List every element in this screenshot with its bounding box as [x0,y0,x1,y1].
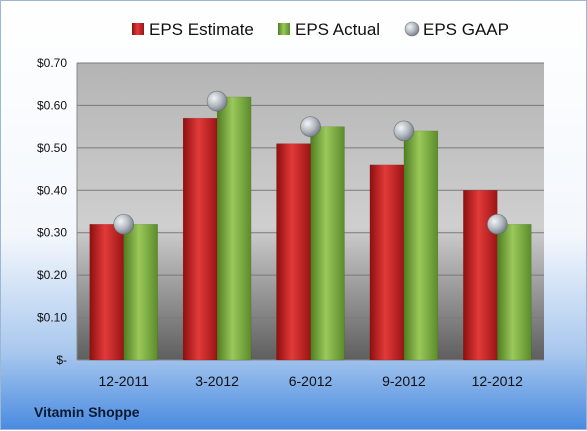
legend-swatch-eps-estimate [132,23,144,35]
y-tick-label: $0.30 [37,226,67,240]
legend-label-eps-estimate: EPS Estimate [149,20,254,39]
marker-eps-gaap [486,213,508,235]
bar-eps-estimate [369,164,405,361]
legend-label-eps-actual: EPS Actual [295,20,380,39]
bar-eps-actual [216,96,252,361]
x-tick-label: 12-2011 [99,373,150,389]
x-tick-label: 6-2012 [289,373,333,389]
y-tick-label: $0.50 [37,141,67,155]
x-tick-label: 3-2012 [195,373,239,389]
legend-swatch-eps-actual [278,23,290,35]
marker-eps-gaap [206,90,228,112]
y-tick-label: $0.10 [37,311,67,325]
y-tick-label: $0.70 [37,56,67,70]
y-tick-label: $0.40 [37,183,67,197]
marker-eps-gaap [300,116,321,138]
bar-eps-actual [497,223,532,361]
footer-label: Vitamin Shoppe [34,404,140,420]
bar-eps-estimate [182,117,218,361]
plot-area: $- $0.10 $0.20 $0.30 $0.40 $0.50 $0.60 $0.70 12-… [37,56,544,389]
legend-label-eps-gaap: EPS GAAP [423,20,509,39]
legend-swatch-eps-gaap [404,21,420,37]
y-tick-label: $0.60 [37,98,67,112]
bar-eps-actual [123,223,158,361]
bar-eps-estimate [276,143,311,361]
bar-eps-actual [310,126,345,361]
chart-legend: EPS Estimate EPS Actual EPS GAAP [132,20,509,39]
y-tick-label: $0.20 [37,268,67,282]
marker-eps-gaap [393,120,415,142]
x-tick-label: 9-2012 [382,373,426,389]
y-tick-label: $- [56,353,67,367]
bar-eps-actual [403,130,439,361]
bar-eps-estimate [89,223,124,361]
marker-eps-gaap [113,213,135,235]
x-tick-label: 12-2012 [472,373,524,389]
